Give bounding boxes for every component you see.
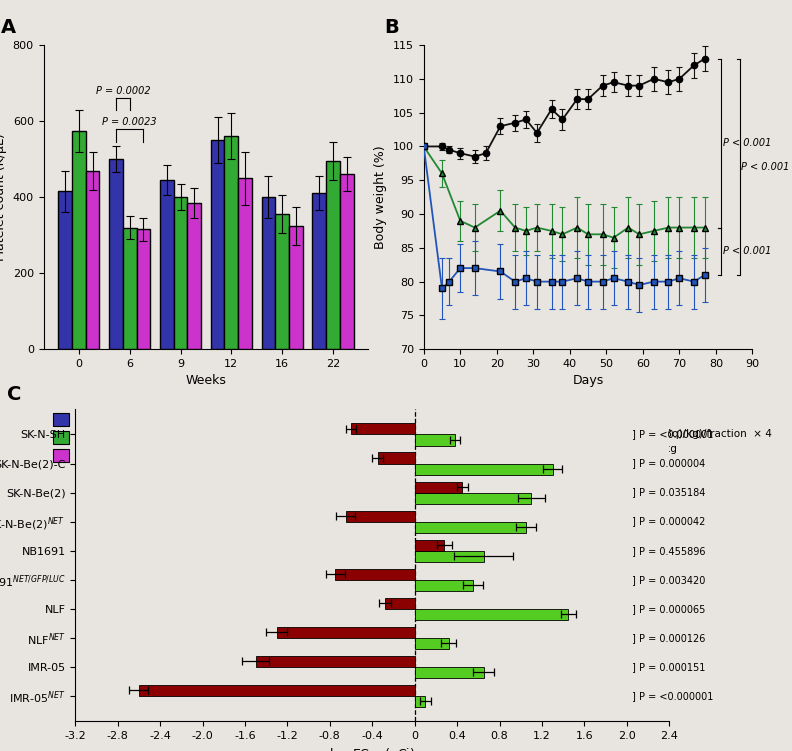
- Bar: [160, 180, 173, 349]
- Text: P < 0.001: P < 0.001: [723, 246, 771, 256]
- Bar: [72, 131, 86, 349]
- Bar: [109, 159, 123, 349]
- Text: P < 0.001: P < 0.001: [741, 161, 790, 172]
- Legend: Control, 16.3 MBq/kg (0.44 mCi/kg) [²¹¹At]MABG, 41.5 MBq/kg (1.12 mCi/kg) [²¹¹At: Control, 16.3 MBq/kg (0.44 mCi/kg) [²¹¹A…: [49, 409, 287, 466]
- Y-axis label: Body weight (%): Body weight (%): [375, 146, 387, 249]
- Bar: [415, 695, 425, 707]
- Text: A: A: [2, 18, 17, 37]
- Bar: [224, 136, 238, 349]
- Text: ] P = <0.000001: ] P = <0.000001: [632, 430, 714, 439]
- Text: ] P = 0.000065: ] P = 0.000065: [632, 604, 706, 614]
- Bar: [385, 598, 415, 608]
- Bar: [188, 203, 201, 349]
- Bar: [340, 174, 353, 349]
- Bar: [346, 511, 415, 522]
- Bar: [261, 197, 276, 349]
- Bar: [415, 608, 569, 620]
- Bar: [289, 225, 303, 349]
- Text: P = 0.0023: P = 0.0023: [102, 117, 157, 127]
- Bar: [238, 178, 252, 349]
- Text: ] P = 0.455896: ] P = 0.455896: [632, 546, 706, 556]
- Bar: [415, 580, 473, 591]
- Bar: [335, 569, 415, 580]
- Text: ] P = <0.000001: ] P = <0.000001: [632, 691, 714, 701]
- Text: C: C: [7, 385, 21, 404]
- Text: ] P = 0.000126: ] P = 0.000126: [632, 632, 706, 643]
- Text: B: B: [384, 18, 399, 37]
- X-axis label: log EC$_{50}$ (μCi): log EC$_{50}$ (μCi): [329, 746, 415, 751]
- Bar: [415, 481, 463, 493]
- Bar: [173, 197, 188, 349]
- Bar: [256, 656, 415, 667]
- Text: ] P = 0.000042: ] P = 0.000042: [632, 517, 706, 526]
- X-axis label: Days: Days: [573, 375, 604, 388]
- Text: ] P = 0.035184: ] P = 0.035184: [632, 487, 706, 498]
- X-axis label: Weeks: Weeks: [185, 375, 227, 388]
- Bar: [415, 638, 448, 649]
- Text: ] P = 0.000004: ] P = 0.000004: [632, 459, 706, 469]
- Bar: [326, 161, 340, 349]
- Text: P < 0.001: P < 0.001: [723, 138, 771, 148]
- Text: P = 0.0002: P = 0.0002: [96, 86, 150, 96]
- Bar: [378, 453, 415, 463]
- Bar: [123, 228, 136, 349]
- Bar: [415, 435, 455, 445]
- Bar: [276, 626, 415, 638]
- Bar: [136, 230, 150, 349]
- Bar: [415, 667, 484, 677]
- Bar: [351, 424, 415, 435]
- Bar: [415, 463, 553, 475]
- Bar: [211, 140, 224, 349]
- Text: ] P = 0.000151: ] P = 0.000151: [632, 662, 706, 671]
- Bar: [415, 539, 444, 550]
- Bar: [312, 193, 326, 349]
- Legend: Vehicle, [²¹¹At]MABG fraction, 0.45 mCi (16.6 MBq)/kg)/fraction  × 4, [²¹¹At]MAB: Vehicle, [²¹¹At]MABG fraction, 0.45 mCi …: [429, 409, 776, 458]
- Bar: [59, 192, 72, 349]
- Bar: [415, 550, 484, 562]
- Bar: [86, 170, 100, 349]
- Y-axis label: Platelet count (K/μL): Platelet count (K/μL): [0, 133, 7, 261]
- Text: ] P = 0.003420: ] P = 0.003420: [632, 575, 706, 584]
- Bar: [415, 522, 526, 532]
- Bar: [139, 685, 415, 695]
- Bar: [415, 493, 531, 504]
- Bar: [276, 214, 289, 349]
